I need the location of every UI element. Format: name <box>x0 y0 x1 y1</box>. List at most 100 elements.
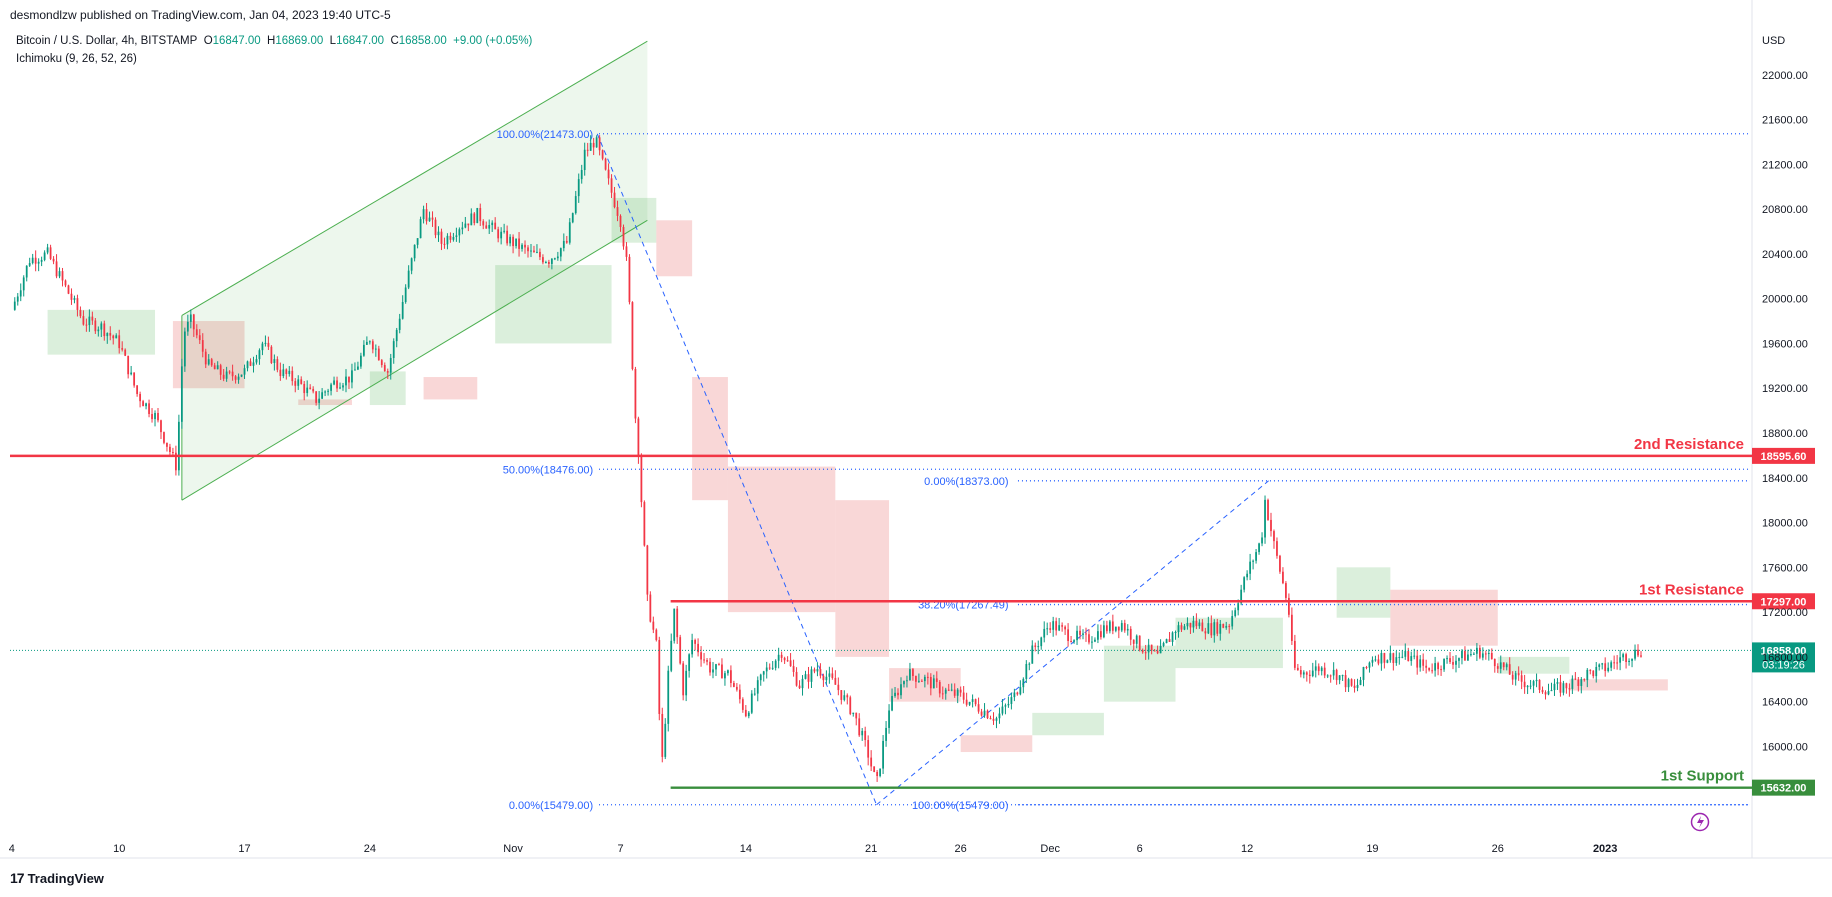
candle-body <box>986 710 989 719</box>
candle-body <box>628 256 631 303</box>
candle-body <box>297 379 300 386</box>
indicator-legend[interactable]: Ichimoku (9, 26, 52, 26) <box>16 53 137 65</box>
candle-body <box>1458 658 1460 661</box>
candle-body <box>1141 649 1144 653</box>
candle-body <box>539 251 541 258</box>
candle-body <box>912 669 914 677</box>
candle-body <box>1237 603 1240 611</box>
candle-body <box>1201 622 1204 632</box>
low-label: L <box>329 35 337 47</box>
candle-body <box>1117 626 1120 631</box>
candle-body <box>1094 639 1096 642</box>
candle-body <box>715 664 717 670</box>
candle-body <box>583 149 586 171</box>
candle-body <box>1293 640 1296 668</box>
candle-body <box>1410 656 1413 662</box>
time-tick-label: 24 <box>364 843 376 855</box>
candle-body <box>992 718 995 721</box>
candle-body <box>91 316 94 321</box>
candle-body <box>201 340 204 352</box>
candle-body <box>1028 663 1031 665</box>
candle-body <box>166 442 168 447</box>
tradingview-logo[interactable]: 17 TradingView <box>10 870 104 886</box>
level-name-label: 1st Support <box>1661 768 1744 785</box>
candle-body <box>1619 657 1622 663</box>
candle-body <box>1305 672 1308 675</box>
channel-lower-line <box>181 219 648 501</box>
candle-body <box>995 718 998 721</box>
ichimoku-cloud-segment <box>1497 656 1570 674</box>
candle-body <box>849 697 852 714</box>
candle-body <box>676 608 679 638</box>
candle-body <box>819 669 822 676</box>
candle-body <box>765 667 768 672</box>
candle-body <box>1279 555 1281 572</box>
candle-body <box>222 374 225 379</box>
candle-body <box>903 681 905 685</box>
candle-body <box>1052 621 1055 630</box>
candle-body <box>1341 675 1344 677</box>
candle-body <box>1580 679 1583 686</box>
candle-body <box>553 258 556 260</box>
candle-body <box>697 643 699 653</box>
candle-body <box>249 361 252 366</box>
candle-body <box>1571 678 1574 689</box>
candle-body <box>989 718 992 720</box>
tradingview-logo-text: TradingView <box>27 870 104 886</box>
candle-body <box>971 699 974 702</box>
candle-body <box>652 621 655 630</box>
candle-body <box>148 403 150 414</box>
candle-body <box>679 637 682 664</box>
candle-body <box>1270 519 1272 532</box>
candle-body <box>180 366 183 422</box>
candle-body <box>1147 644 1150 653</box>
candle-body <box>1631 658 1633 661</box>
candle-body <box>1326 675 1329 677</box>
candle-body <box>407 270 410 288</box>
candle-body <box>604 158 607 170</box>
candle-body <box>1195 620 1198 627</box>
fib-trend-line <box>876 480 1269 806</box>
candle-body <box>1285 583 1287 598</box>
candle-body <box>1538 679 1541 690</box>
candle-body <box>1535 679 1538 682</box>
candle-body <box>1574 678 1577 680</box>
candle-body <box>1013 692 1016 698</box>
candle-body <box>183 331 186 367</box>
candle-body <box>1398 656 1401 658</box>
candle-body <box>1231 616 1234 627</box>
candle-body <box>172 452 174 454</box>
candle-body <box>362 344 365 356</box>
candle-body <box>762 671 765 675</box>
candle-body <box>804 674 807 679</box>
candle-body <box>1464 650 1466 661</box>
candle-body <box>556 256 559 259</box>
candle-body <box>380 360 383 366</box>
candle-body <box>825 676 828 681</box>
candle-body <box>822 675 825 681</box>
candle-body <box>473 213 476 224</box>
fib-level-label: 100.00%(15479.00) <box>912 800 1009 812</box>
candle-body <box>479 208 482 222</box>
current-price-tag <box>1752 642 1815 673</box>
candle-body <box>861 730 864 736</box>
candle-body <box>1198 622 1201 627</box>
candle-body <box>885 727 887 741</box>
time-tick-label: 14 <box>740 843 752 855</box>
candle-body <box>1088 634 1090 643</box>
price-tick-label: 21600.00 <box>1762 115 1808 127</box>
candle-body <box>613 192 616 208</box>
candle-body <box>25 265 28 278</box>
candle-body <box>252 362 255 366</box>
candle-body <box>577 179 580 197</box>
candle-body <box>768 667 771 669</box>
candle-body <box>189 314 192 322</box>
candle-body <box>1443 658 1445 670</box>
candle-body <box>303 383 306 394</box>
candle-body <box>1481 653 1484 658</box>
price-tick-label: 22000.00 <box>1762 70 1808 82</box>
publisher-line: desmondlzw published on TradingView.com,… <box>10 8 391 22</box>
symbol-name[interactable]: Bitcoin / U.S. Dollar, 4h, BITSTAMP <box>16 35 198 47</box>
candle-body <box>1350 679 1353 686</box>
